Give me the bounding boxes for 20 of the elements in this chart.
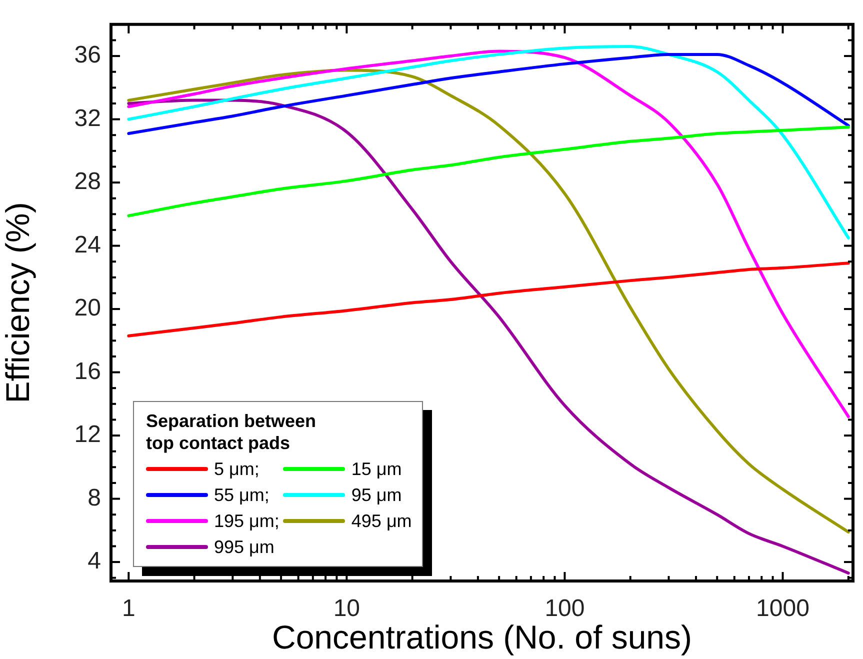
y-tick-label: 36	[74, 42, 101, 69]
x-tick-label: 1000	[756, 595, 810, 622]
y-tick-label: 4	[88, 548, 101, 575]
legend-label: 5 μm;	[214, 458, 260, 480]
y-tick-label: 8	[88, 484, 101, 512]
legend-label: 55 μm;	[214, 484, 270, 506]
legend-title: Separation between top contact pads	[146, 410, 318, 454]
y-tick-label: 12	[74, 421, 101, 448]
y-tick-label: 16	[74, 358, 101, 385]
y-tick-label: 20	[74, 294, 101, 322]
legend-label: 495 μm	[351, 510, 412, 532]
y-tick-label: 24	[74, 231, 101, 258]
legend-label: 195 μm;	[214, 510, 280, 532]
y-tick-label: 28	[74, 168, 101, 196]
x-tick-label: 1	[122, 595, 136, 622]
y-axis-title: Efficiency (%)	[0, 202, 36, 404]
legend-label: 995 μm	[214, 536, 274, 558]
legend-label: 15 μm	[351, 458, 402, 480]
y-tick-label: 32	[74, 104, 101, 132]
legend-label: 95 μm	[351, 484, 402, 506]
